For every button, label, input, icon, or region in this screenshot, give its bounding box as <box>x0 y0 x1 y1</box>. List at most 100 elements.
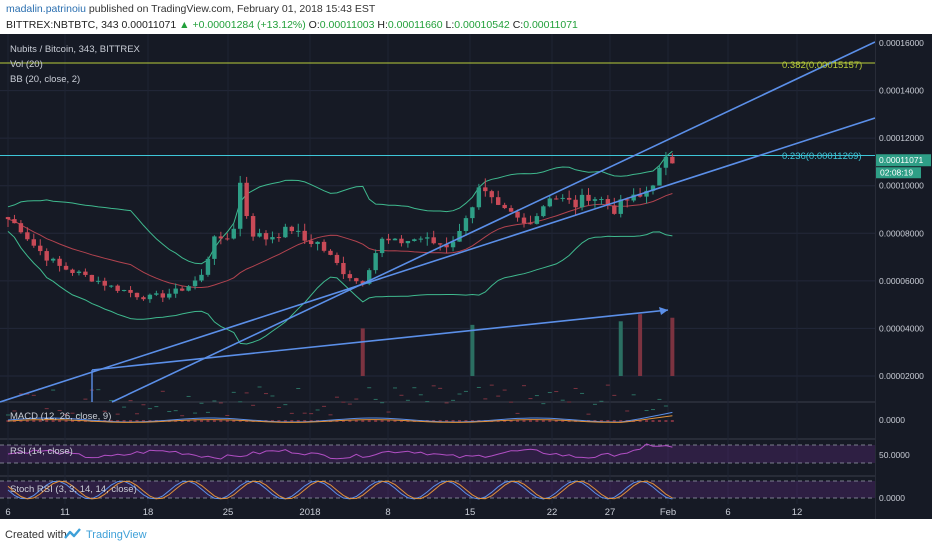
legend-bollinger: BB (20, close, 2) <box>10 74 81 85</box>
candle-body <box>579 194 585 208</box>
candle-body <box>379 238 385 254</box>
volume-bar <box>412 387 417 389</box>
macd-histogram-bar <box>599 420 603 422</box>
arrow-head-icon <box>659 307 668 315</box>
macd-histogram-bar <box>451 420 455 422</box>
candle-body <box>263 233 269 240</box>
candle-body <box>405 240 411 244</box>
volume-bar <box>670 317 675 376</box>
volume-bar <box>83 398 88 400</box>
macd-histogram-bar <box>270 420 274 422</box>
stoch-band <box>0 481 875 498</box>
macd-histogram-bar <box>522 420 526 422</box>
stoch-k-line <box>7 480 673 500</box>
price-axis[interactable]: 0.00016000 0.00014000 0.00012000 0.00010000… <box>875 34 932 519</box>
volume-bar <box>547 392 552 394</box>
volume-bar <box>515 412 520 414</box>
macd-histogram-bar <box>38 420 42 422</box>
volume-bar <box>147 408 152 410</box>
macd-histogram-bar <box>374 420 378 422</box>
candle-body <box>231 228 236 239</box>
price-tick-label: 0.00016000 <box>879 38 924 48</box>
macd-histogram-bar <box>561 420 565 422</box>
candle-body <box>644 190 649 197</box>
macd-histogram-bar <box>180 420 184 422</box>
candle-body <box>276 237 282 239</box>
candle-body <box>12 219 17 224</box>
candle-body <box>592 199 598 201</box>
volume-bar <box>399 394 404 396</box>
candle-body <box>83 271 88 275</box>
volume-bar <box>444 402 449 404</box>
candle-body <box>128 289 133 293</box>
volume-bar <box>431 385 436 387</box>
candle-body <box>618 199 623 214</box>
macd-histogram-bar <box>509 420 513 422</box>
volume-bar <box>309 413 314 415</box>
price-plot[interactable]: 6 11 18 25 2018 8 15 22 27 Feb 6 12 <box>0 34 875 519</box>
candle-body <box>508 208 514 212</box>
volume-bar <box>135 413 139 415</box>
volume-bar <box>315 409 320 411</box>
bb-basis <box>7 193 673 289</box>
macd-histogram-bar <box>535 420 539 422</box>
volume-bar <box>489 384 494 386</box>
macd-histogram-bar <box>638 420 642 422</box>
author-link[interactable]: madalin.patrinoiu <box>6 3 86 15</box>
chart-area[interactable]: 6 11 18 25 2018 8 15 22 27 Feb 6 12 0.00016000 0.000… <box>0 34 932 519</box>
price-tick-label: 0.00012000 <box>879 133 924 143</box>
candle-body <box>186 286 191 291</box>
candle-body <box>515 211 520 218</box>
candle-body <box>586 194 591 201</box>
volume-bar <box>289 412 294 414</box>
candle-body <box>670 156 675 164</box>
volume-bar <box>160 390 165 392</box>
volume-bar <box>651 409 655 411</box>
macd-histogram-bar <box>141 420 145 422</box>
volume-bar <box>612 394 617 396</box>
macd-axis-label: 0.0000 <box>879 415 905 425</box>
candle-body <box>218 236 224 239</box>
candle-body <box>457 230 462 242</box>
candle-body <box>412 239 417 241</box>
macd-histogram-bar <box>219 420 223 422</box>
bb-lower-band <box>7 231 673 345</box>
macd-histogram-bar <box>32 420 36 422</box>
volume-bar <box>76 414 81 416</box>
volume-bar <box>244 392 249 394</box>
time-tick-label: 12 <box>792 507 803 518</box>
volume-bar <box>528 398 533 400</box>
macd-histogram-bar <box>393 420 397 422</box>
volume-bar <box>128 400 133 402</box>
candle-body <box>476 187 482 208</box>
candle-body <box>147 294 153 300</box>
candle-body <box>483 187 488 192</box>
time-tick-label: 15 <box>465 507 476 518</box>
macd-histogram-bar <box>303 420 307 422</box>
macd-histogram-bar <box>51 420 55 422</box>
volume-bar <box>644 410 649 412</box>
volume-bar <box>199 402 204 404</box>
candle-body <box>347 274 353 279</box>
volume-bar <box>618 321 623 376</box>
symbol-label: BITTREX:NBTBTC, 343 <box>6 19 119 31</box>
macd-histogram-bar <box>200 420 203 422</box>
volume-bar <box>386 411 391 413</box>
candle-body <box>437 243 443 245</box>
candle-body <box>463 218 469 231</box>
volume-bar <box>367 387 372 389</box>
volume-bar <box>405 399 410 401</box>
volume-bar <box>373 398 378 400</box>
volume-bar <box>6 414 10 416</box>
macd-histogram-bar <box>548 420 552 422</box>
legend-rsi: RSI (14, close) <box>10 446 73 457</box>
volume-bar <box>51 389 56 391</box>
macd-histogram-bar <box>464 420 468 422</box>
tradingview-link[interactable]: TradingView <box>86 529 147 541</box>
candle-body <box>560 197 565 199</box>
volume-bar <box>44 408 49 410</box>
candle-body <box>470 207 475 219</box>
volume-bar <box>457 393 462 395</box>
volume-bar <box>393 387 397 389</box>
candle-body <box>373 253 378 271</box>
